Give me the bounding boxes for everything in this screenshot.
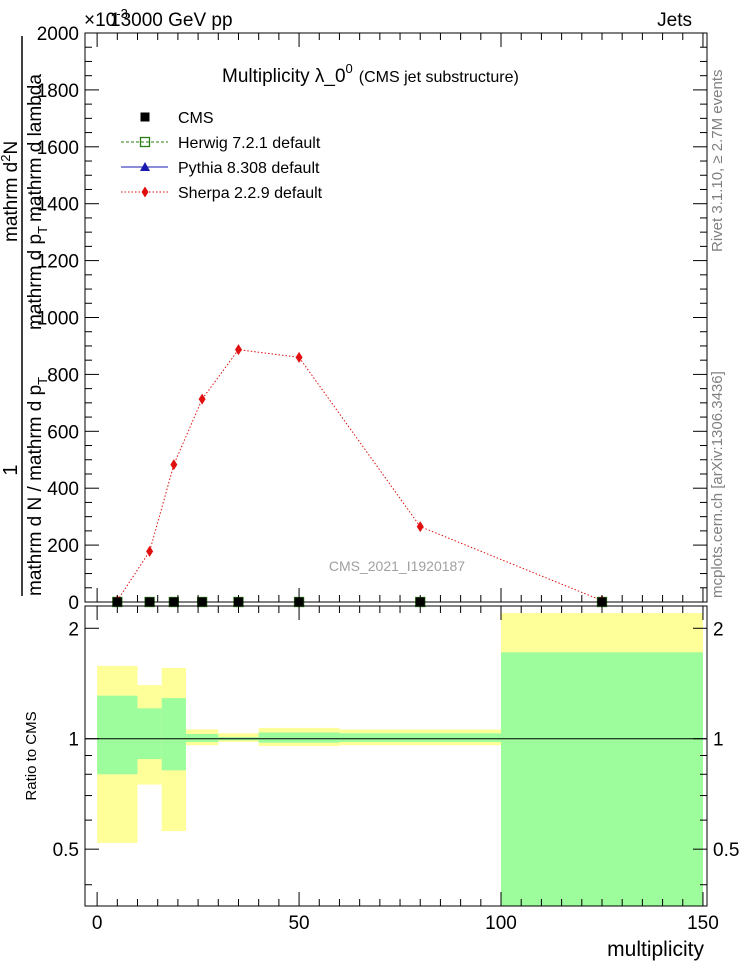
tick-labels: 0 50 100 150 0 200 400 600 800 1000 1200 1400 1600 18… <box>37 24 740 934</box>
ratio-band-stat <box>97 695 138 775</box>
ratio-y-tick-label-right: 0.5 <box>713 840 739 861</box>
ylabel-upper-top: mathrm d2N <box>0 141 22 242</box>
y-tick-label: 200 <box>47 536 79 557</box>
x-tick-label: 0 <box>92 913 103 934</box>
legend-label-pythia: Pythia 8.308 default <box>178 160 320 177</box>
ratio-band-stat <box>185 734 219 742</box>
sherpa-series-line <box>116 349 603 602</box>
axes-layer <box>84 32 708 907</box>
legend: CMS Herwig 7.2.1 default Pythia 8.308 defa… <box>121 110 323 202</box>
x-tick-label: 50 <box>288 913 309 934</box>
sherpa-data-point <box>146 545 154 557</box>
ratio-y-tick-label: 2 <box>68 619 79 640</box>
legend-label-cms: CMS <box>178 110 214 127</box>
ratio-uncertainty-bands <box>97 613 703 906</box>
y-tick-label: 1800 <box>37 81 79 102</box>
ylabel-denominator: mathrm d N / mathrm d pT <box>25 377 50 596</box>
ylabel-upper-bottom: mathrm d pTmathrm d lambda <box>25 74 50 330</box>
legend-marker-sherpa <box>141 186 149 198</box>
y-tick-label: 1400 <box>37 195 79 216</box>
header-right: Jets <box>657 10 692 31</box>
sherpa-data-point <box>295 351 303 363</box>
header-left: 13000 GeV pp <box>110 10 233 31</box>
ratio-band-stat <box>258 732 340 743</box>
ratio-band-stat <box>137 708 162 760</box>
sherpa-data-point <box>198 393 206 405</box>
legend-label-sherpa: Sherpa 2.2.9 default <box>178 185 323 202</box>
sherpa-data-point <box>170 459 178 471</box>
x-tick-label: 150 <box>687 913 719 934</box>
legend-label-herwig: Herwig 7.2.1 default <box>178 135 321 152</box>
y-tick-label: 0 <box>68 593 79 614</box>
y-axis-label: 1 mathrm d N / mathrm d pT mathrm d2N ma… <box>0 36 50 596</box>
y-tick-label: 2000 <box>37 24 79 45</box>
ratio-y-tick-label: 1 <box>68 730 79 751</box>
sherpa-data-point <box>234 344 242 356</box>
y-tick-label: 1000 <box>37 309 79 330</box>
ratio-y-tick-label-right: 2 <box>713 619 724 640</box>
ylabel-numerator: 1 <box>0 464 22 475</box>
ratio-band-stat <box>161 698 186 771</box>
ratio-y-axis-label: Ratio to CMS <box>23 711 40 800</box>
watermark: CMS_2021_I1920187 <box>329 558 465 574</box>
ratio-band-stat <box>501 652 703 906</box>
y-tick-label: 400 <box>47 479 79 500</box>
ratio-band-stat <box>339 733 502 742</box>
ratio-y-tick-label-right: 1 <box>713 730 724 751</box>
mcplots-label: mcplots.cern.ch [arXiv:1306.3436] <box>709 371 726 598</box>
legend-marker-cms <box>140 112 150 122</box>
legend-marker-pythia <box>140 162 150 171</box>
ratio-y-tick-label: 0.5 <box>53 840 79 861</box>
exponent-label: ×10-3 <box>84 6 128 31</box>
y-tick-label: 1600 <box>37 138 79 159</box>
y-tick-label: 800 <box>47 365 79 386</box>
x-tick-label: 100 <box>485 913 517 934</box>
y-tick-label: 1200 <box>37 252 79 273</box>
x-axis-label: multiplicity <box>607 938 704 961</box>
sherpa-data-point <box>416 521 424 533</box>
y-tick-label: 600 <box>47 422 79 443</box>
legend-marker-herwig <box>139 136 151 148</box>
plot-title: Multiplicity λ_00(CMS jet substructure) <box>222 61 519 87</box>
rivet-label: Rivet 3.1.10, ≥ 2.7M events <box>709 70 726 253</box>
